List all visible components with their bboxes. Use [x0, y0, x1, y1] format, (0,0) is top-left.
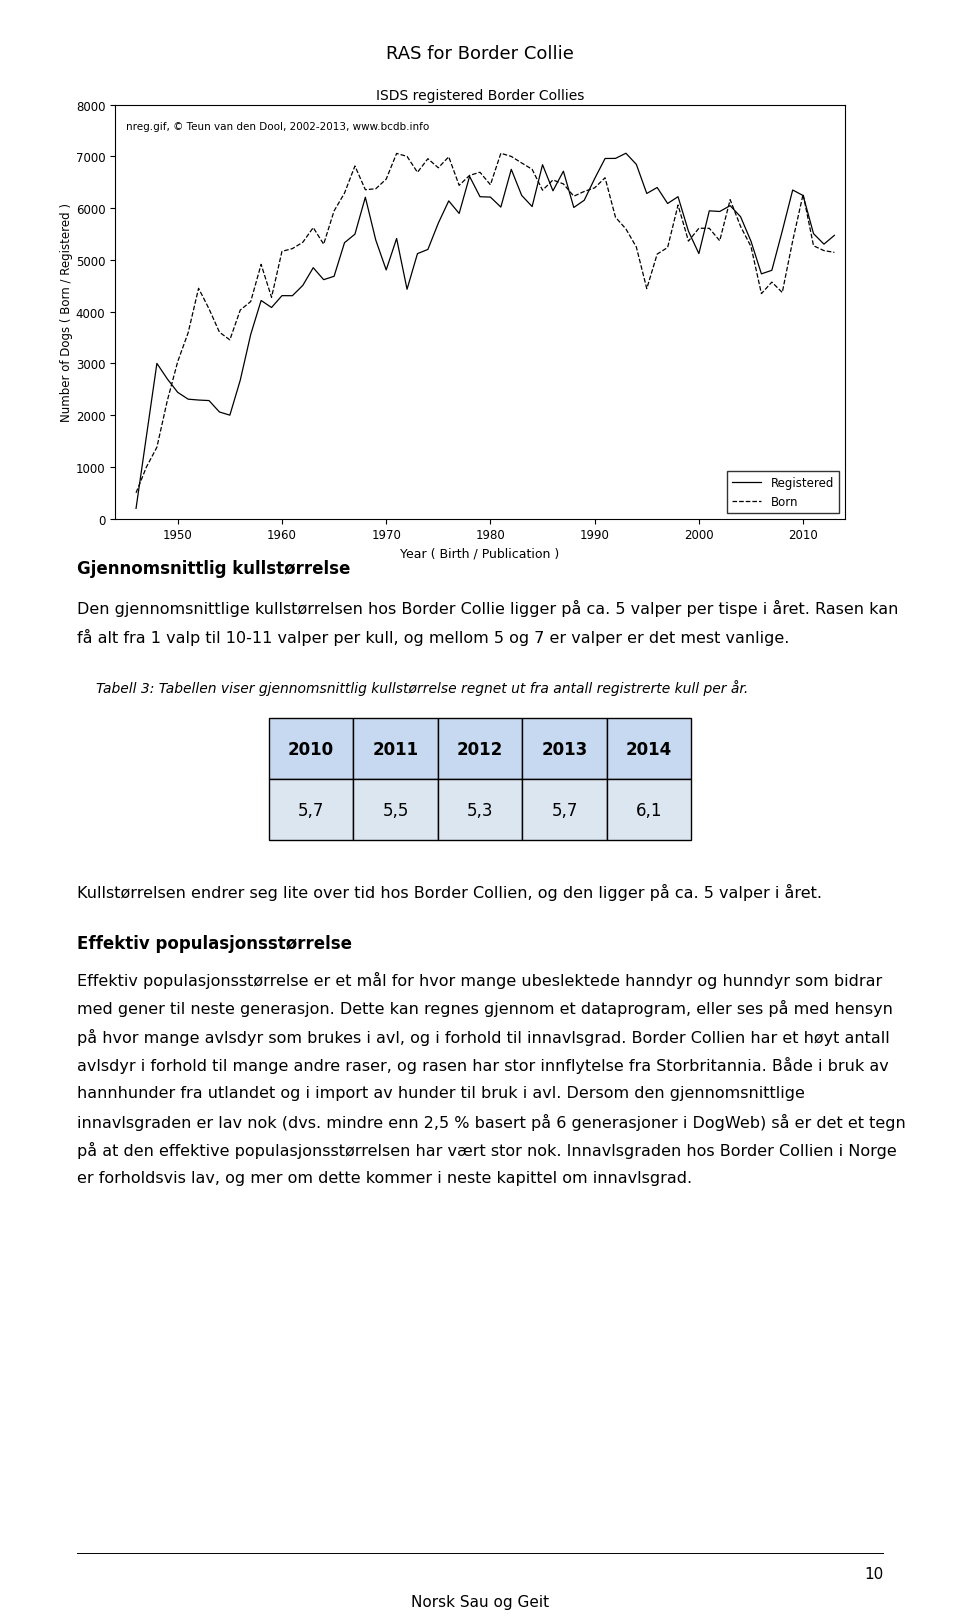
Text: Tabell 3: Tabellen viser gjennomsnittlig kullstørrelse regnet ut fra antall regi: Tabell 3: Tabellen viser gjennomsnittlig… — [96, 678, 748, 695]
Text: hannhunder fra utlandet og i import av hunder til bruk i avl. Dersom den gjennom: hannhunder fra utlandet og i import av h… — [77, 1084, 804, 1100]
Legend: Registered, Born: Registered, Born — [727, 472, 839, 513]
Text: Effektiv populasjonsstørrelse er et mål for hvor mange ubeslektede hanndyr og hu: Effektiv populasjonsstørrelse er et mål … — [77, 971, 882, 988]
Text: 2012: 2012 — [457, 740, 503, 758]
Text: 2013: 2013 — [541, 740, 588, 758]
Text: 2014: 2014 — [626, 740, 672, 758]
Text: nreg.gif, © Teun van den Dool, 2002-2013, www.bcdb.info: nreg.gif, © Teun van den Dool, 2002-2013… — [126, 122, 429, 131]
Text: Norsk Sau og Geit: Norsk Sau og Geit — [411, 1594, 549, 1608]
Text: 2010: 2010 — [288, 740, 334, 758]
Text: 10: 10 — [864, 1566, 883, 1581]
Text: 5,5: 5,5 — [382, 802, 409, 820]
Text: på at den effektive populasjonsstørrelsen har vært stor nok. Innavlsgraden hos B: på at den effektive populasjonsstørrelse… — [77, 1143, 897, 1159]
Text: Gjennomsnittlig kullstørrelse: Gjennomsnittlig kullstørrelse — [77, 560, 350, 578]
Text: RAS for Border Collie: RAS for Border Collie — [386, 45, 574, 63]
Text: 5,3: 5,3 — [467, 802, 493, 820]
Text: 5,7: 5,7 — [551, 802, 578, 820]
Title: ISDS registered Border Collies: ISDS registered Border Collies — [375, 89, 585, 102]
Text: er forholdsvis lav, og mer om dette kommer i neste kapittel om innavlsgrad.: er forholdsvis lav, og mer om dette komm… — [77, 1170, 692, 1185]
X-axis label: Year ( Birth / Publication ): Year ( Birth / Publication ) — [400, 547, 560, 560]
Text: innavlsgraden er lav nok (dvs. mindre enn 2,5 % basert på 6 generasjoner i DogWe: innavlsgraden er lav nok (dvs. mindre en… — [77, 1113, 905, 1130]
Y-axis label: Number of Dogs ( Born / Registered ): Number of Dogs ( Born / Registered ) — [60, 203, 73, 422]
Text: 6,1: 6,1 — [636, 802, 662, 820]
Text: avlsdyr i forhold til mange andre raser, og rasen har stor innflytelse fra Storb: avlsdyr i forhold til mange andre raser,… — [77, 1057, 889, 1073]
Text: Kullstørrelsen endrer seg lite over tid hos Border Collien, og den ligger på ca.: Kullstørrelsen endrer seg lite over tid … — [77, 883, 822, 901]
Text: på hvor mange avlsdyr som brukes i avl, og i forhold til innavlsgrad. Border Col: på hvor mange avlsdyr som brukes i avl, … — [77, 1027, 890, 1045]
Text: 5,7: 5,7 — [298, 802, 324, 820]
Text: med gener til neste generasjon. Dette kan regnes gjennom et dataprogram, eller s: med gener til neste generasjon. Dette ka… — [77, 1000, 893, 1016]
Text: 2011: 2011 — [372, 740, 419, 758]
Text: Effektiv populasjonsstørrelse: Effektiv populasjonsstørrelse — [77, 935, 351, 953]
Text: få alt fra 1 valp til 10-11 valper per kull, og mellom 5 og 7 er valper er det m: få alt fra 1 valp til 10-11 valper per k… — [77, 628, 789, 644]
Text: Den gjennomsnittlige kullstørrelsen hos Border Collie ligger på ca. 5 valper per: Den gjennomsnittlige kullstørrelsen hos … — [77, 599, 899, 617]
